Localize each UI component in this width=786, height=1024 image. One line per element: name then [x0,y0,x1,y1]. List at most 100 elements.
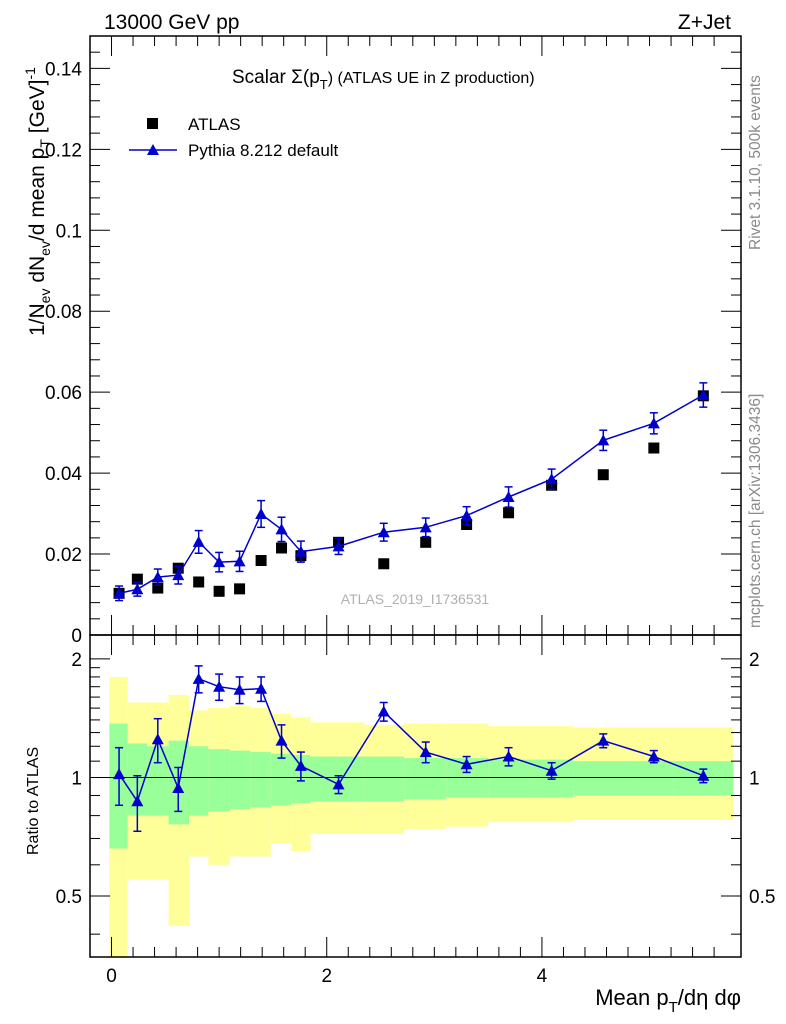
ratio-band-green [208,749,230,812]
xtick-label: 0 [106,966,117,987]
atlas-point [193,576,205,588]
legend-atlas-label: ATLAS [188,115,241,134]
pythia-point [377,526,390,538]
ratio-band-green [229,750,251,810]
ratio-ytick-label-left: 1 [71,768,82,789]
main-ytick-label: 0.08 [45,302,82,323]
ratio-points [113,665,710,833]
pythia-point [213,556,226,568]
xtick-label: 2 [321,966,332,987]
rivet-label: Rivet 3.1.10, 500k events [747,75,764,250]
main-ytick-label: 0.12 [45,140,82,161]
main-ytick-label: 0.1 [56,221,82,242]
pythia-point [332,540,345,552]
ratio-band-green [364,756,405,802]
ratio-point [697,769,710,781]
x-axis-label: Mean pT/dη dφ [595,985,741,1016]
ratio-point [255,682,268,694]
pythia-point [172,569,185,581]
atlas-points [113,390,709,599]
ratio-ytick-label-right: 0.5 [749,887,775,908]
ratio-band-green [188,746,209,816]
main-title: Scalar Σ(pT) (ATLAS UE in Z production) [232,67,535,92]
main-ytick-label: 0.06 [45,383,82,404]
ratio-band-green [573,761,634,796]
ratio-point [419,746,432,758]
atlas-point [378,558,390,570]
ratio-point [213,680,226,692]
legend-pythia-label: Pythia 8.212 default [188,141,339,160]
atlas-point [213,585,225,597]
ratio-ticks [90,635,741,957]
ratio-panel: 0.5 0.5 1 1 2 2 0 2 4 Ratio to ATLAS Mean pT/dη … [25,634,776,1016]
ratio-point [460,758,473,770]
ratio-ytick-label-left: 0.5 [56,887,82,908]
ratio-y-axis-label: Ratio to ATLAS [25,747,42,855]
atlas-point [131,573,143,585]
ratio-point [502,750,515,762]
ratio-point [647,750,660,762]
pythia-point [597,434,610,446]
process-label: Z+Jet [678,11,731,34]
ratio-bands [109,676,734,957]
ratio-point [131,795,144,807]
pythia-point [113,587,126,599]
ratio-band-green [250,752,271,808]
energy-label: 13000 GeV pp [104,11,239,34]
ratio-point [113,768,126,780]
legend-pythia-marker [147,144,159,155]
mcplots-label: mcplots.cern.ch [arXiv:1306.3436] [747,394,764,628]
pythia-point [255,507,268,519]
ratio-point [545,764,558,776]
ratio-point [377,705,390,717]
ratio-band-green [404,758,447,800]
ratio-band-green [633,761,674,796]
pythia-points [113,382,710,602]
ratio-point [275,734,288,746]
pythia-point [460,509,473,521]
pythia-point [275,523,288,535]
ratio-ytick-label-right: 1 [749,768,760,789]
main-ytick-label: 0.02 [45,545,82,566]
pythia-point [192,535,205,547]
ratio-frame [89,634,742,958]
pythia-point [294,545,307,557]
xtick-label: 4 [537,966,548,987]
ratio-ytick-label-left: 2 [71,650,82,671]
legend: ATLAS Pythia 8.212 default [129,115,339,160]
atlas-point [276,542,288,554]
pythia-point [502,490,515,502]
main-ytick-label: 0 [71,626,82,647]
atlas-point [648,442,660,454]
main-y-axis-label: 1/Nev dNev/d mean pT [GeV]-1 [22,67,53,336]
atlas-point [152,582,164,594]
main-ytick-labels: 0 0.02 0.04 0.06 0.08 0.1 0.12 0.14 [45,59,82,647]
ratio-point [597,734,610,746]
ratio-point [294,759,307,771]
ratio-point [151,733,164,745]
ratio-ytick-label-right: 2 [749,650,760,671]
ratio-tick-labels: 0.5 0.5 1 1 2 2 0 2 4 [56,650,776,987]
ratio-point [192,672,205,684]
main-ytick-label: 0.14 [45,59,82,80]
legend-atlas-marker [147,118,158,129]
ratio-band-green [310,756,365,802]
watermark: ATLAS_2019_I1736531 [341,591,490,607]
atlas-point [234,583,246,595]
ratio-band-green [270,753,292,806]
pythia-point [647,417,660,429]
pythia-point [131,583,144,595]
atlas-point [255,555,267,567]
atlas-point [420,536,432,548]
ratio-point [332,778,345,790]
pythia-series-line [118,394,704,595]
pythia-point [151,571,164,583]
ratio-point [172,782,185,794]
pythia-point [697,388,710,400]
main-panel: 0 0.02 0.04 0.06 0.08 0.1 0.12 0.14 Scalar Σ(pT… [22,35,742,647]
pythia-point [419,521,432,533]
main-ytick-label: 0.04 [45,464,82,485]
pythia-point [233,555,246,567]
atlas-point [503,507,515,519]
